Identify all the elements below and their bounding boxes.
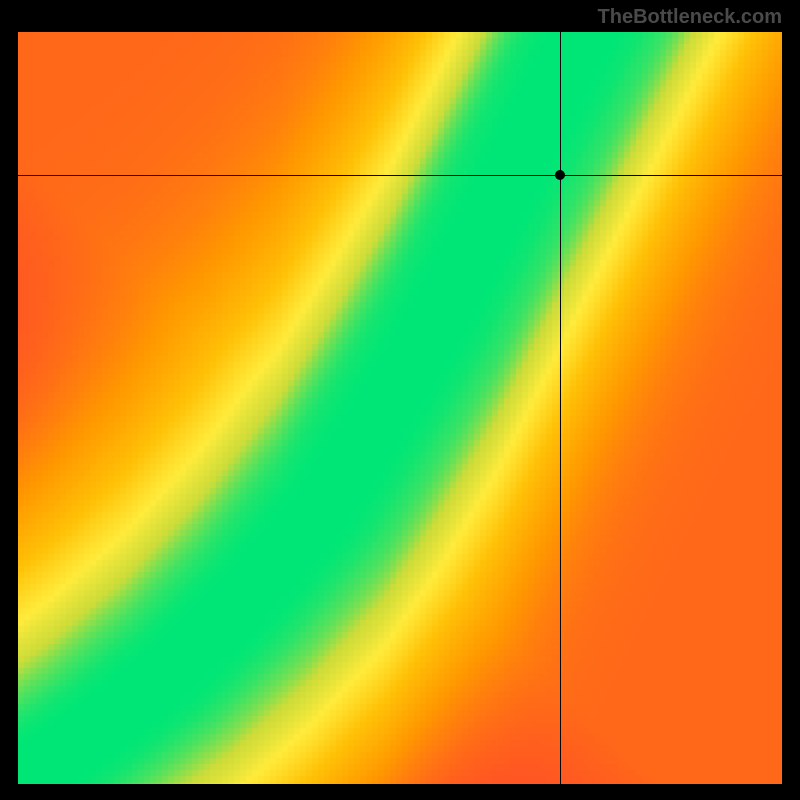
crosshair-marker <box>555 170 565 180</box>
crosshair-horizontal <box>18 175 782 176</box>
heatmap-plot <box>18 32 782 784</box>
watermark-text: TheBottleneck.com <box>598 6 782 29</box>
crosshair-vertical <box>560 32 561 784</box>
heatmap-canvas <box>18 32 782 784</box>
